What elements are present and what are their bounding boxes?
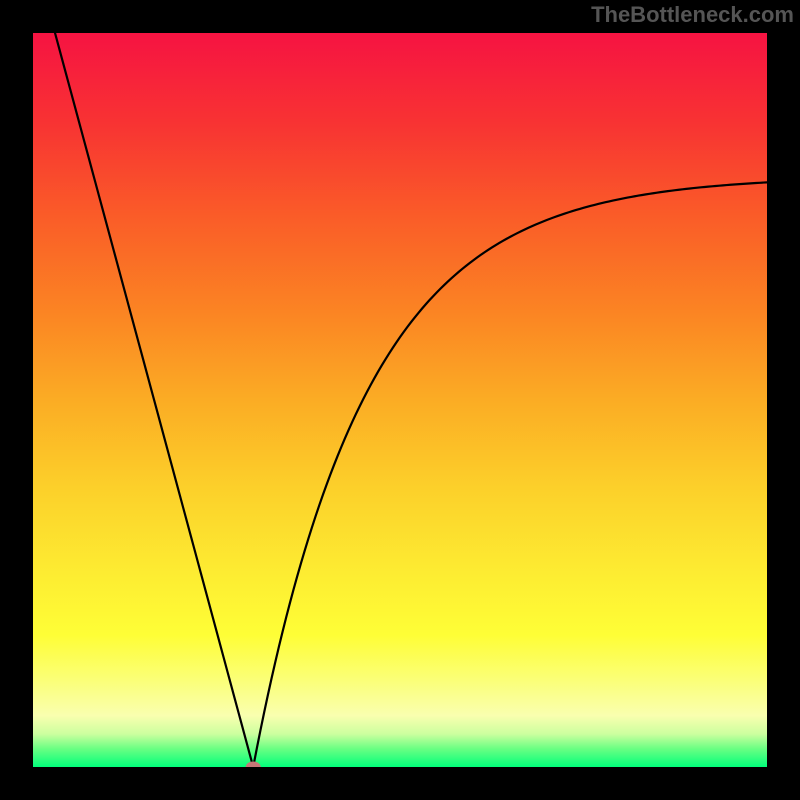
- bottleneck-curve: [55, 33, 767, 767]
- curve-layer: [33, 33, 767, 767]
- vertex-marker: [246, 762, 261, 768]
- plot-area: [33, 33, 767, 767]
- chart-container: TheBottleneck.com: [0, 0, 800, 800]
- watermark-text: TheBottleneck.com: [591, 2, 794, 28]
